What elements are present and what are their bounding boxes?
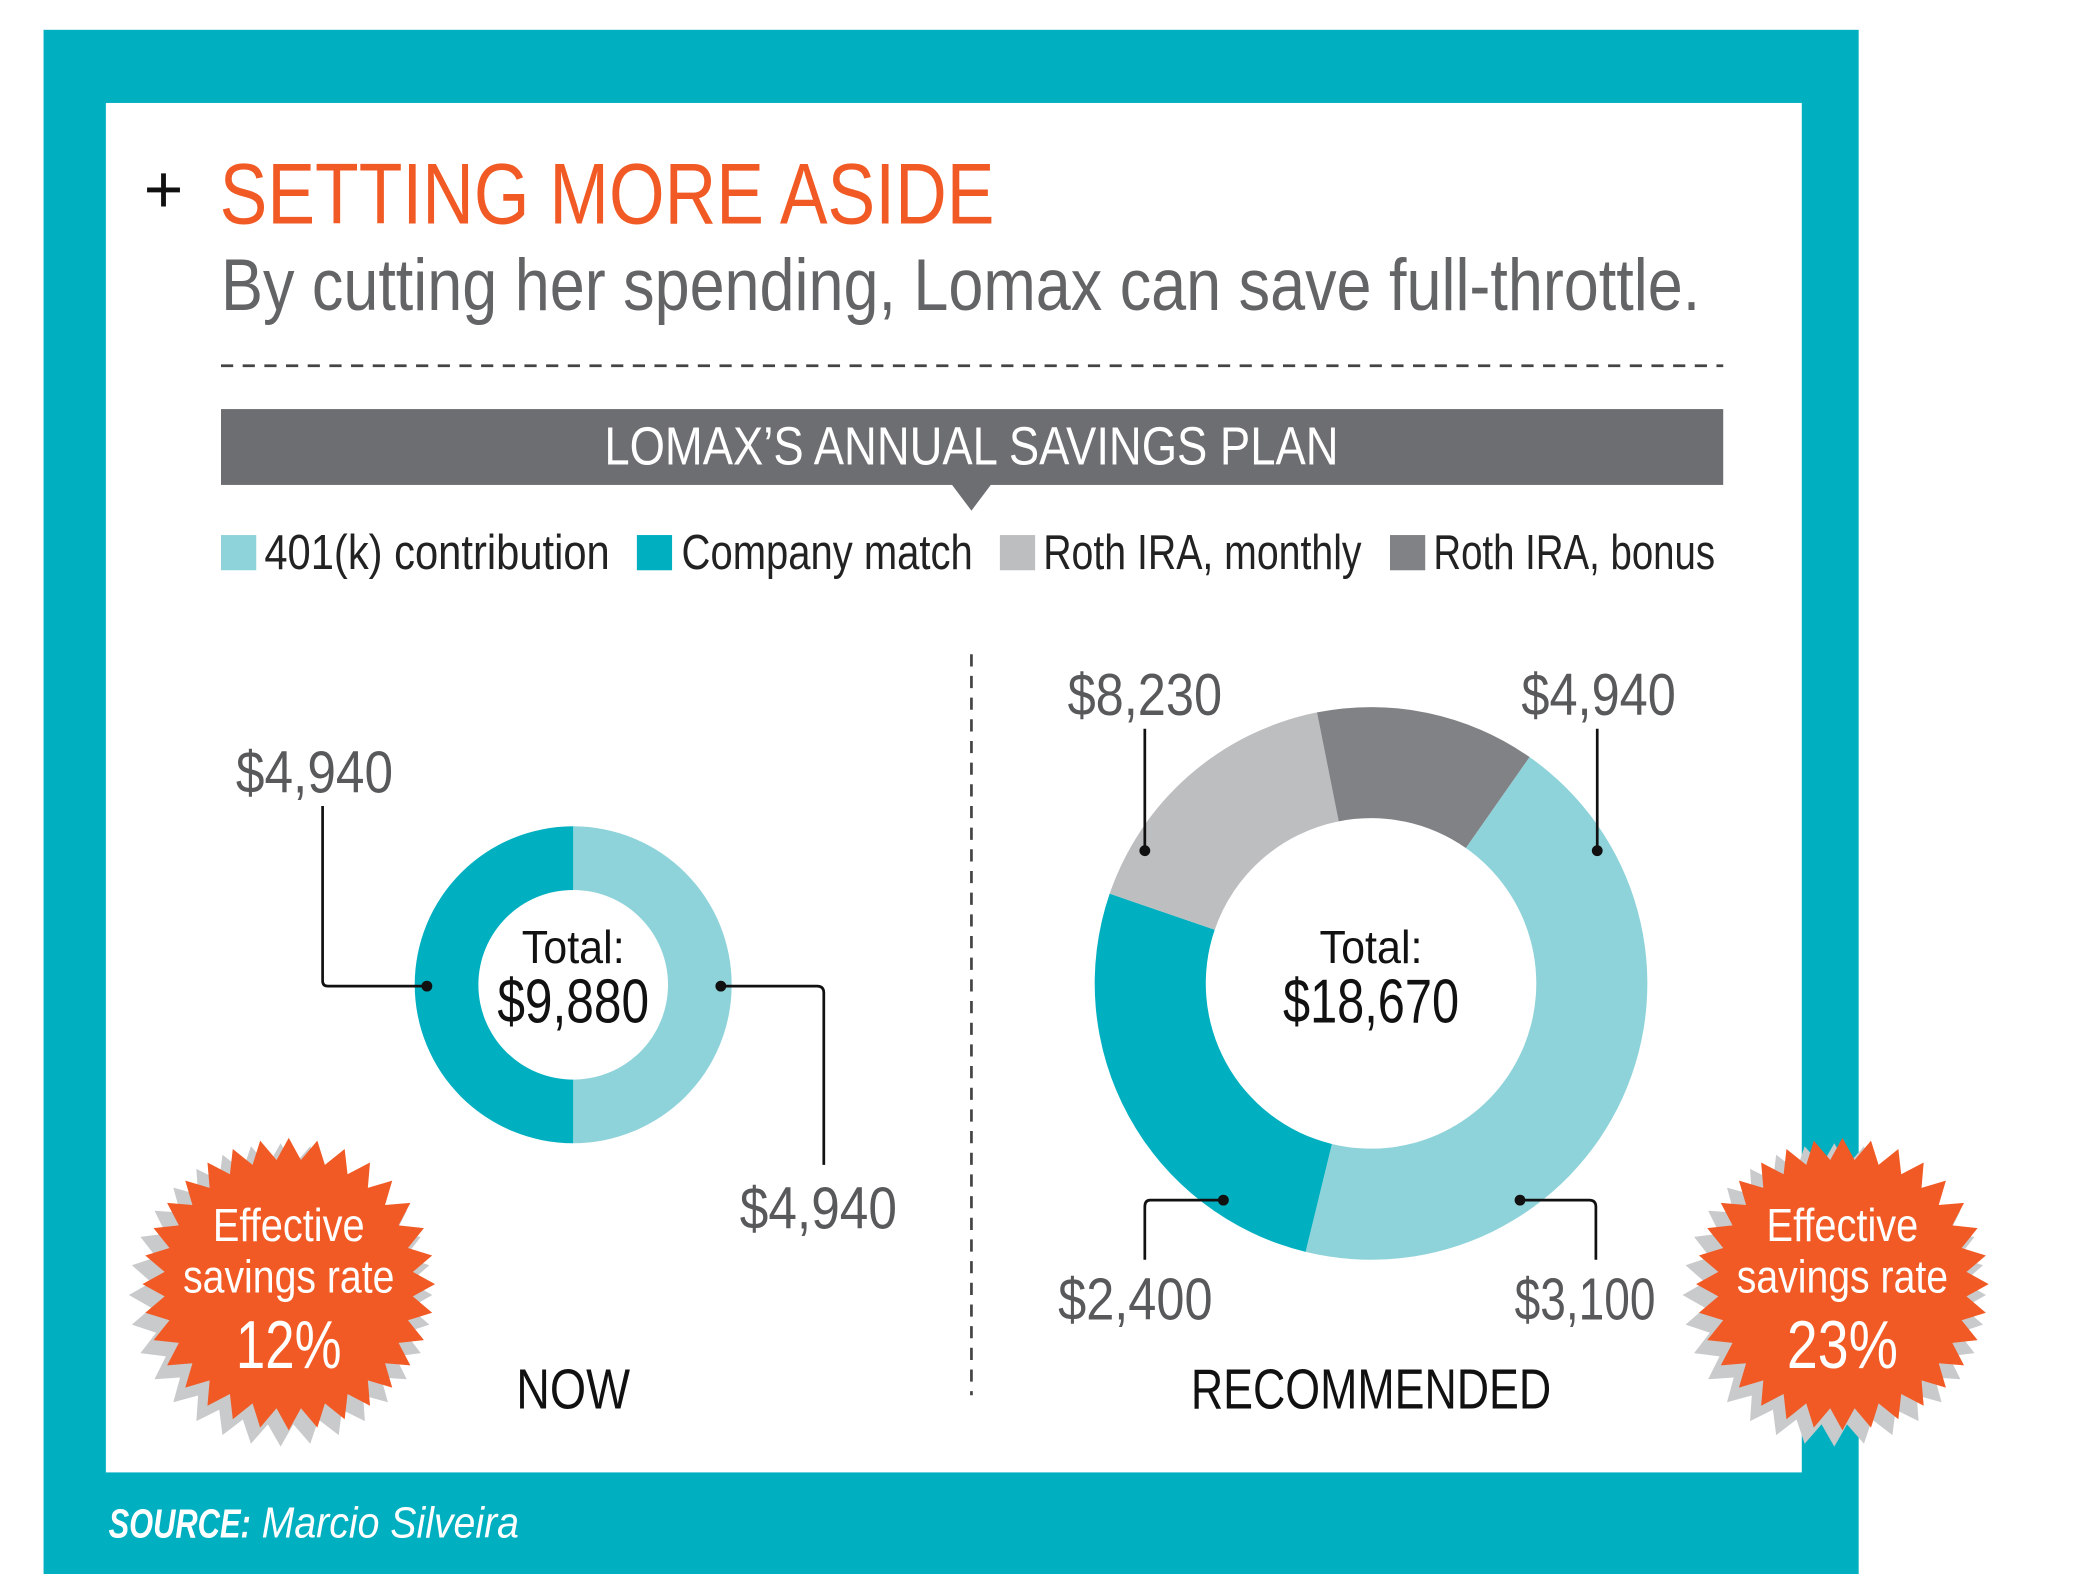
total-caption-rec: Total: xyxy=(1320,921,1423,973)
data-label-401k-now: $4,940 xyxy=(236,738,393,805)
legend-label-roth-bonus: Roth IRA, bonus xyxy=(1433,526,1715,580)
badge-value: 12% xyxy=(236,1308,342,1383)
data-label-roth-bonus-rec: $2,400 xyxy=(1058,1265,1212,1332)
leader-line xyxy=(1143,1198,1224,1260)
leader-dot xyxy=(1514,1194,1526,1206)
plus-icon: + xyxy=(144,153,184,228)
badge-line1: Effective xyxy=(1767,1199,1919,1251)
total-value-rec: $18,670 xyxy=(1283,968,1459,1037)
savings-rate-badge-now: Effective savings rate 12% xyxy=(128,1137,436,1447)
legend: 401(k) contribution Company match Roth I… xyxy=(221,526,1715,580)
source-label: SOURCE: xyxy=(109,1500,251,1546)
page-title: SETTING MORE ASIDE xyxy=(220,147,995,243)
total-caption-now: Total: xyxy=(522,921,625,973)
banner xyxy=(221,409,1724,485)
source-name: Marcio Silveira xyxy=(262,1499,519,1547)
leader-line xyxy=(321,805,427,988)
leader-dot xyxy=(1217,1194,1229,1206)
data-label-roth-monthly-rec: $3,100 xyxy=(1515,1265,1656,1332)
leader-lines-recommended xyxy=(1143,728,1599,1260)
leader-dot xyxy=(1591,845,1603,857)
starburst-icon xyxy=(142,1137,436,1431)
badge-line2: savings rate xyxy=(1737,1250,1948,1302)
legend-swatch-roth-bonus xyxy=(1389,535,1426,571)
data-label-match-rec: $4,940 xyxy=(1521,661,1675,728)
donut-segment-roth-ira-monthly xyxy=(1109,712,1339,930)
savings-rate-badge-recommended: Effective savings rate 23% xyxy=(1682,1137,1989,1447)
leader-dot xyxy=(1139,845,1151,857)
legend-label-roth-monthly: Roth IRA, monthly xyxy=(1043,526,1362,580)
leader-line xyxy=(720,984,826,1165)
badge-value: 23% xyxy=(1787,1308,1898,1383)
chart-title-now: NOW xyxy=(516,1358,630,1422)
leader-dot xyxy=(715,980,727,992)
total-value-now: $9,880 xyxy=(497,968,649,1037)
donut-now xyxy=(414,826,732,1144)
subtitle: By cutting her spending, Lomax can save … xyxy=(221,245,1700,326)
legend-swatch-roth-monthly xyxy=(999,535,1036,571)
leader-line xyxy=(1520,1198,1598,1260)
legend-label-401k: 401(k) contribution xyxy=(264,526,609,580)
donut-segment-roth-ira-bonus xyxy=(1316,707,1530,849)
legend-label-company-match: Company match xyxy=(682,526,973,580)
starburst-icon xyxy=(1696,1137,1989,1431)
banner-title: LOMAX’S ANNUAL SAVINGS PLAN xyxy=(604,417,1338,477)
badge-line1: Effective xyxy=(213,1199,365,1251)
badge-line2: savings rate xyxy=(183,1250,394,1302)
leader-lines-now xyxy=(321,805,826,1165)
legend-swatch-company-match xyxy=(636,535,673,571)
data-label-match-now: $4,940 xyxy=(740,1175,897,1242)
donut-segment-401-k-contribution xyxy=(1305,757,1648,1260)
leader-dot xyxy=(421,980,433,992)
data-label-401k-rec: $8,230 xyxy=(1068,661,1222,728)
donut-segment-401-k-contribution xyxy=(573,826,732,1144)
chart-title-rec: RECOMMENDED xyxy=(1191,1358,1551,1422)
banner-pointer-icon xyxy=(951,483,992,511)
donut-segment-company-match xyxy=(1094,893,1332,1252)
donut-recommended xyxy=(1094,707,1648,1260)
donut-segment-company-match xyxy=(414,826,574,1144)
legend-swatch-401k xyxy=(221,535,257,571)
